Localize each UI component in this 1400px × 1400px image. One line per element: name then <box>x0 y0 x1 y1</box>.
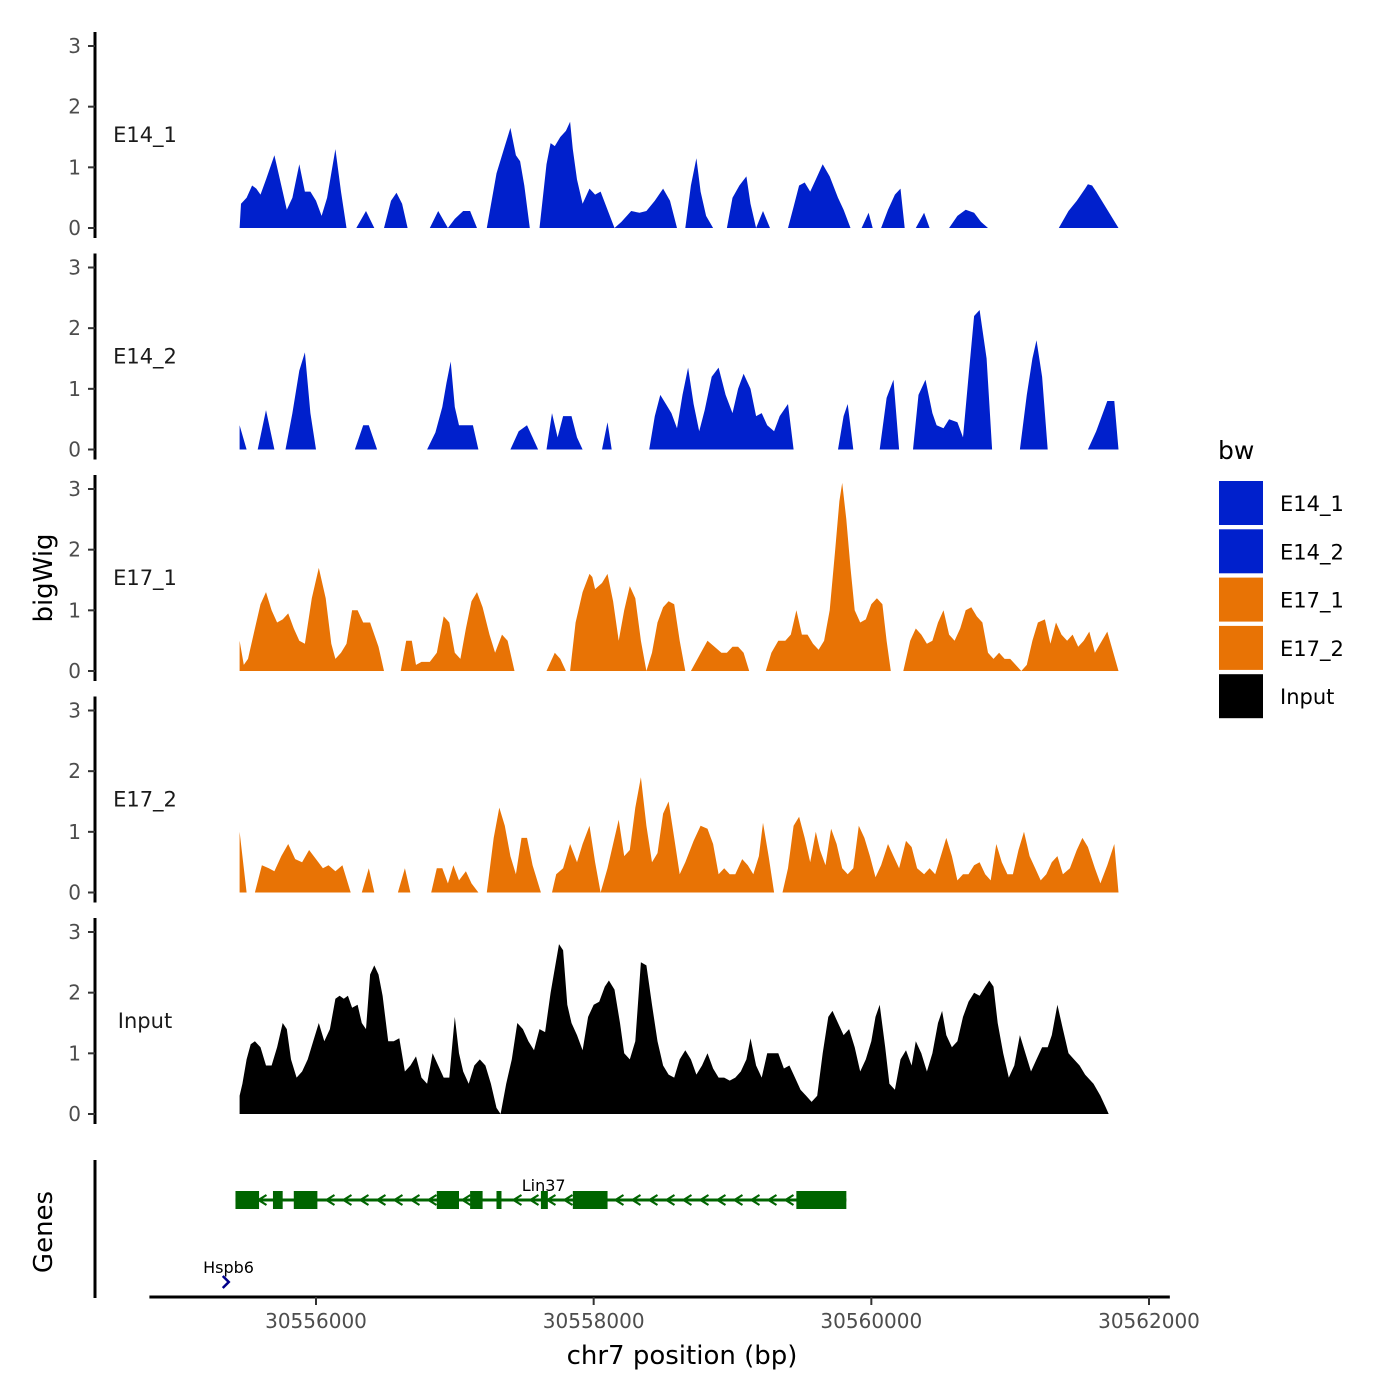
gene-exon <box>272 1191 283 1209</box>
y-tick-label: 3 <box>68 477 81 501</box>
track-label: Input <box>118 1009 172 1033</box>
strand-arrow <box>409 1194 421 1206</box>
legend-label: E14_2 <box>1280 540 1344 565</box>
gene-exon <box>572 1191 608 1209</box>
legend-label: Input <box>1280 685 1334 709</box>
strand-arrow <box>715 1194 727 1206</box>
legend-label: E17_1 <box>1280 589 1344 614</box>
track-panel-e14-1: 0 1 2 3 E14_1 <box>68 32 1119 240</box>
strand-arrow <box>630 1194 642 1206</box>
legend-label: E17_2 <box>1280 637 1344 662</box>
strand-arrow <box>732 1194 744 1206</box>
legend-entry-e17-1: E17_1 <box>1219 577 1344 622</box>
signal-area <box>239 310 1119 450</box>
gene-label: Lin37 <box>522 1176 566 1195</box>
gene-exon <box>796 1191 847 1209</box>
y-tick-label: 0 <box>68 659 81 683</box>
strand-arrow <box>324 1194 336 1206</box>
track-label: E17_2 <box>113 788 177 813</box>
y-tick-label: 3 <box>68 699 81 723</box>
y-tick-label: 3 <box>68 256 81 280</box>
strand-arrow <box>749 1194 761 1206</box>
gene-exon <box>540 1191 548 1209</box>
strand-arrow <box>221 1275 231 1289</box>
legend-entry-e14-2: E14_2 <box>1219 529 1344 574</box>
gene-exon <box>496 1191 502 1209</box>
signal-area <box>239 121 1119 228</box>
track-panel-e14-2: 0 1 2 3 E14_2 <box>68 253 1119 462</box>
y-axis-title: bigWig <box>29 533 59 622</box>
legend-title: bw <box>1218 436 1254 465</box>
track-panel-input: 0 1 2 3 Input <box>68 918 1109 1126</box>
legend-label: E14_1 <box>1280 492 1344 517</box>
y-tick-label: 1 <box>68 155 81 179</box>
y-tick-label: 3 <box>68 920 81 944</box>
legend-entry-input: Input <box>1219 674 1334 719</box>
strand-arrow <box>511 1194 523 1206</box>
strand-arrow <box>358 1194 370 1206</box>
signal-area <box>239 482 1119 671</box>
signal-area <box>239 944 1109 1114</box>
gene-hspb6: Hspb6 <box>203 1258 254 1289</box>
strand-arrow <box>613 1194 625 1206</box>
gene-exon <box>235 1191 260 1209</box>
y-tick-label: 0 <box>68 438 81 462</box>
y-tick-label: 1 <box>68 598 81 622</box>
legend-swatch <box>1219 481 1263 525</box>
strand-arrow <box>766 1194 778 1206</box>
gene-exon <box>293 1191 318 1209</box>
track-label: E14_2 <box>113 345 177 370</box>
gene-exon <box>470 1191 483 1209</box>
legend-swatch <box>1219 529 1263 574</box>
strand-arrow <box>460 1194 472 1206</box>
strand-arrow <box>681 1194 693 1206</box>
strand-arrow <box>375 1194 387 1206</box>
y-tick-label: 3 <box>68 34 81 58</box>
genes-axis-title: Genes <box>29 1191 59 1273</box>
y-tick-label: 2 <box>68 538 81 562</box>
strand-arrow <box>664 1194 676 1206</box>
y-tick-label: 1 <box>68 820 81 844</box>
legend-swatch <box>1219 674 1263 719</box>
track-label: E17_1 <box>113 566 177 591</box>
genes-layer: Lin37 Hspb6 <box>93 1160 847 1298</box>
legend-entry-e17-2: E17_2 <box>1219 625 1344 670</box>
strand-arrow <box>562 1194 574 1206</box>
y-tick-label: 0 <box>68 1102 81 1126</box>
y-tick-label: 0 <box>68 881 81 905</box>
y-tick-label: 0 <box>68 216 81 240</box>
gene-lin37: Lin37 <box>235 1176 847 1209</box>
strand-arrow <box>698 1194 710 1206</box>
y-tick-label: 1 <box>68 1041 81 1065</box>
x-tick-label: 30562000 <box>1098 1309 1200 1333</box>
track-panel-e17-2: 0 1 2 3 E17_2 <box>68 696 1119 905</box>
y-tick-label: 2 <box>68 316 81 340</box>
x-tick-label: 30560000 <box>820 1309 922 1333</box>
strand-arrow <box>783 1194 795 1206</box>
strand-arrow <box>426 1194 438 1206</box>
signal-area <box>239 777 1119 893</box>
strand-arrow <box>341 1194 353 1206</box>
y-tick-label: 2 <box>68 95 81 119</box>
x-axis: 30556000 30558000 30560000 30562000 <box>149 1295 1200 1333</box>
legend-swatch <box>1219 577 1263 622</box>
tracks-layer: 0 1 2 3 E14_1 0 1 2 3 E14_2 0 1 2 3 E17_1 0 1 2 3 E17_2 0 1 2 3… <box>68 32 1119 1126</box>
legend: bw E14_1 E14_2 E17_1 E17_2 Input <box>1218 436 1344 719</box>
strand-arrow <box>647 1194 659 1206</box>
x-tick-label: 30558000 <box>543 1309 645 1333</box>
y-tick-label: 2 <box>68 981 81 1005</box>
x-tick-label: 30556000 <box>265 1309 367 1333</box>
y-tick-label: 1 <box>68 377 81 401</box>
track-label: E14_1 <box>113 123 177 148</box>
gene-label: Hspb6 <box>203 1258 254 1277</box>
x-axis-title: chr7 position (bp) <box>567 1341 798 1371</box>
track-panel-e17-1: 0 1 2 3 E17_1 <box>68 475 1119 683</box>
gene-exon <box>436 1191 459 1209</box>
legend-swatch <box>1219 625 1263 670</box>
strand-arrow <box>528 1194 540 1206</box>
y-tick-label: 2 <box>68 759 81 783</box>
legend-entry-e14-1: E14_1 <box>1219 481 1344 525</box>
strand-arrow <box>392 1194 404 1206</box>
